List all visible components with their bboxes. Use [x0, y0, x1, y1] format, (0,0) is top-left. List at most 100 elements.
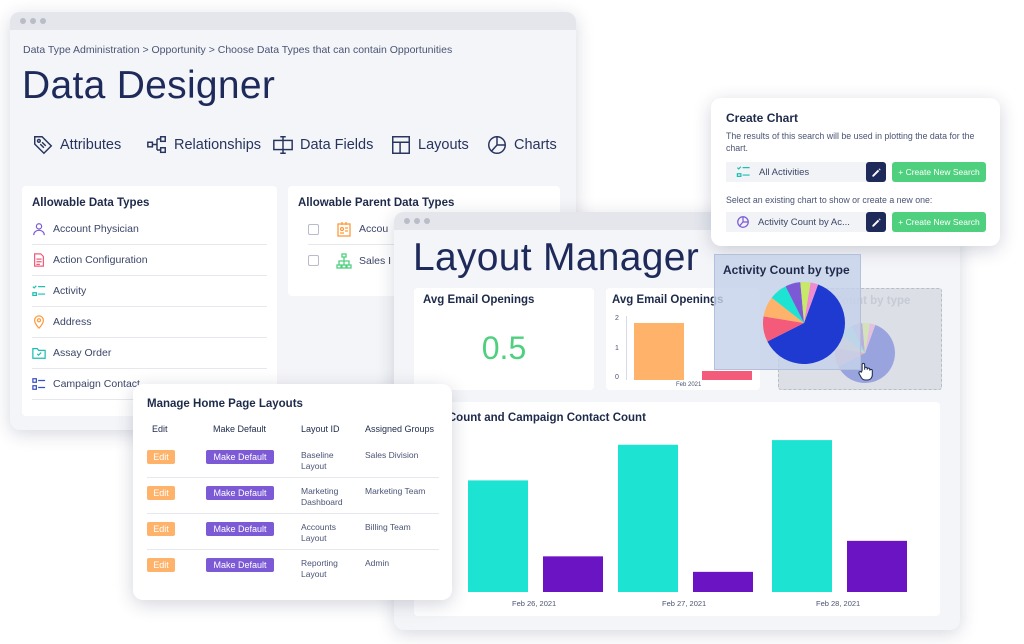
panel-title: Manage Home Page Layouts	[147, 398, 303, 410]
card-title: paign Count and Campaign Contact Count	[414, 412, 646, 424]
document-icon	[34, 253, 44, 267]
edit-button[interactable]: Edit	[147, 486, 175, 500]
y-axis	[626, 316, 627, 380]
text-field-icon	[273, 136, 293, 154]
make-default-button[interactable]: Make Default	[206, 450, 274, 464]
pencil-icon	[871, 217, 881, 227]
x-tick-label: Feb 28, 2021	[816, 599, 861, 608]
edit-search-button[interactable]	[866, 162, 886, 182]
list-item[interactable]: Action Configuration	[32, 245, 267, 276]
checkbox[interactable]	[308, 223, 319, 235]
pie-slice	[763, 297, 804, 323]
folder-icon	[32, 348, 46, 359]
y-tick-label: 1	[615, 345, 619, 352]
table-row: Edit Make Default Marketing Dashboard Ma…	[147, 478, 439, 514]
column-header: Layout ID	[301, 424, 340, 434]
list-item[interactable]: Sales I	[308, 245, 550, 276]
x-tick-label: Feb 2021	[676, 382, 702, 388]
assigned-group: Sales Division	[365, 450, 419, 460]
make-default-button[interactable]: Make Default	[206, 486, 274, 500]
mini-bar-chart	[634, 323, 752, 380]
pie-slice	[800, 282, 811, 323]
make-default-button[interactable]: Make Default	[206, 558, 274, 572]
allowable-title: Allowable Data Types	[32, 197, 150, 209]
page-title: Layout Manager	[413, 236, 700, 279]
card-title: Avg Email Openings	[612, 294, 724, 306]
x-tick-label: Feb 27, 2021	[662, 599, 707, 608]
table-row: Edit Make Default Reporting Layout Admin	[147, 550, 439, 586]
list-item[interactable]: Assay Order	[32, 338, 267, 369]
list-item[interactable]: Activity	[32, 276, 267, 307]
bar	[543, 556, 603, 592]
pie-slice	[767, 284, 845, 364]
edit-button[interactable]: Edit	[147, 522, 175, 536]
nav-charts[interactable]: Charts	[486, 134, 557, 156]
pie-slice	[865, 323, 876, 353]
pie-chart	[763, 282, 845, 364]
column-header: Assigned Groups	[365, 424, 435, 434]
bar	[634, 323, 684, 380]
dialog-title: Create Chart	[726, 111, 799, 125]
table-row: Edit Make Default Baseline Layout Sales …	[147, 442, 439, 478]
page-title: Data Designer	[22, 64, 276, 107]
assigned-group: Billing Team	[365, 522, 411, 532]
edit-chart-button[interactable]	[866, 212, 886, 232]
pie-slice	[771, 286, 804, 323]
nav-layouts-label: Layouts	[418, 137, 469, 153]
layout-icon	[392, 136, 410, 154]
layout-id: Baseline Layout	[301, 450, 334, 471]
chart-select[interactable]: Activity Count by Ac...	[726, 212, 876, 232]
nav-layouts[interactable]: Layouts	[390, 134, 469, 156]
bar	[847, 540, 907, 592]
y-tick-label: 0	[615, 374, 619, 381]
existing-chart-label: Select an existing chart to show or crea…	[726, 195, 933, 205]
pie-chart-icon	[737, 216, 749, 228]
window-titlebar	[10, 12, 576, 30]
make-default-button[interactable]: Make Default	[206, 522, 274, 536]
nav-relationships[interactable]: Relationships	[146, 134, 261, 156]
metric-value: 0.5	[481, 330, 527, 366]
x-tick-label: Feb 26, 2021	[512, 599, 557, 608]
layout-manager-window: Layout Manager Avg Email Openings 0.5 Av…	[394, 212, 960, 630]
edit-button[interactable]: Edit	[147, 450, 175, 464]
checkbox[interactable]	[308, 255, 319, 266]
edit-button[interactable]: Edit	[147, 558, 175, 572]
pie-slice	[785, 282, 804, 323]
bar	[702, 371, 752, 380]
bar	[618, 444, 678, 592]
checklist-icon	[32, 285, 46, 296]
create-new-search-button-2[interactable]: + Create New Search	[892, 212, 986, 232]
avg-email-card[interactable]: Avg Email Openings 0.5	[414, 288, 594, 390]
breadcrumb[interactable]: Data Type Administration > Opportunity >…	[23, 44, 453, 56]
nav-charts-label: Charts	[514, 137, 557, 153]
tag-icon	[34, 136, 53, 155]
nav-attributes[interactable]: Attributes	[32, 134, 121, 156]
dragged-chart-card[interactable]: Activity Count by type	[714, 254, 861, 370]
card-title: Activity Count by type	[723, 263, 850, 277]
assigned-group: Marketing Team	[365, 486, 426, 496]
location-pin-icon	[34, 315, 44, 329]
pie-slice	[804, 282, 819, 323]
org-chart-icon	[336, 252, 352, 269]
nav-data-fields-label: Data Fields	[300, 137, 374, 153]
pencil-icon	[871, 167, 881, 177]
list-item[interactable]: Address	[32, 307, 267, 338]
list-item[interactable]: Account Physician	[32, 214, 267, 245]
column-header: Edit	[152, 424, 168, 434]
checklist-icon	[736, 166, 750, 177]
pie-slice	[862, 323, 870, 353]
card-title: Avg Email Openings	[423, 294, 535, 306]
create-chart-dialog: Create Chart The results of this search …	[711, 98, 1000, 246]
parents-title: Allowable Parent Data Types	[298, 197, 455, 209]
assigned-group: Admin	[365, 558, 390, 568]
home-layouts-panel: Manage Home Page Layouts Edit Make Defau…	[133, 384, 452, 600]
layout-id: Reporting Layout	[301, 558, 338, 579]
search-select[interactable]: All Activities	[726, 162, 876, 182]
relationship-icon	[147, 136, 166, 154]
hand-cursor-icon	[858, 362, 873, 381]
table-row: Edit Make Default Accounts Layout Billin…	[147, 514, 439, 550]
create-new-search-button[interactable]: + Create New Search	[892, 162, 986, 182]
nav-data-fields[interactable]: Data Fields	[272, 134, 373, 156]
column-header: Make Default	[213, 424, 267, 434]
campaign-chart-card[interactable]: paign Count and Campaign Contact Count F…	[414, 402, 940, 616]
